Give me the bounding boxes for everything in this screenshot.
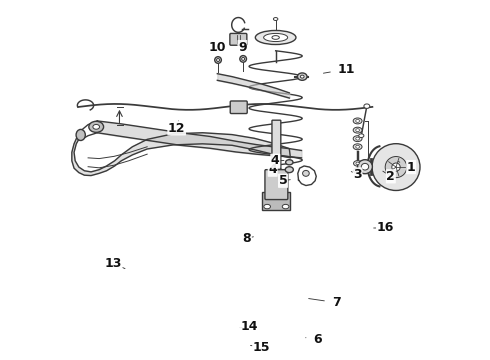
- Ellipse shape: [282, 204, 289, 209]
- Ellipse shape: [358, 160, 372, 174]
- Ellipse shape: [356, 145, 360, 148]
- Ellipse shape: [356, 129, 360, 132]
- Ellipse shape: [372, 144, 420, 190]
- FancyBboxPatch shape: [272, 120, 281, 177]
- Ellipse shape: [240, 55, 246, 62]
- Text: 16: 16: [374, 221, 394, 234]
- Text: 6: 6: [306, 333, 322, 346]
- Polygon shape: [72, 133, 291, 176]
- Ellipse shape: [255, 31, 296, 45]
- Text: 1: 1: [398, 161, 416, 174]
- Text: 8: 8: [243, 232, 253, 245]
- Text: 4: 4: [269, 163, 282, 176]
- Ellipse shape: [354, 168, 362, 174]
- Text: 11: 11: [323, 63, 355, 76]
- Ellipse shape: [392, 163, 400, 171]
- Text: 13: 13: [104, 257, 125, 270]
- Ellipse shape: [356, 170, 359, 172]
- Ellipse shape: [353, 118, 362, 124]
- FancyBboxPatch shape: [230, 101, 247, 113]
- Ellipse shape: [356, 162, 359, 165]
- Ellipse shape: [364, 104, 370, 108]
- Ellipse shape: [264, 33, 288, 41]
- Ellipse shape: [361, 163, 368, 170]
- Ellipse shape: [89, 121, 103, 132]
- Ellipse shape: [215, 57, 221, 63]
- Text: 7: 7: [309, 296, 341, 309]
- Ellipse shape: [76, 129, 85, 140]
- Text: 2: 2: [383, 170, 395, 183]
- Ellipse shape: [300, 75, 304, 78]
- Ellipse shape: [272, 36, 279, 39]
- Text: 5: 5: [279, 174, 290, 187]
- FancyBboxPatch shape: [265, 170, 288, 199]
- FancyBboxPatch shape: [230, 33, 247, 45]
- Text: 14: 14: [240, 320, 258, 333]
- Ellipse shape: [303, 170, 309, 176]
- Ellipse shape: [264, 204, 270, 209]
- Ellipse shape: [356, 120, 360, 122]
- Ellipse shape: [273, 18, 278, 21]
- Ellipse shape: [217, 59, 220, 62]
- Ellipse shape: [286, 160, 293, 165]
- Ellipse shape: [93, 125, 99, 129]
- Text: 3: 3: [351, 168, 362, 181]
- FancyBboxPatch shape: [262, 192, 291, 210]
- Ellipse shape: [242, 58, 245, 60]
- Text: 15: 15: [250, 341, 270, 354]
- Ellipse shape: [285, 167, 294, 172]
- Text: 10: 10: [209, 41, 226, 54]
- Text: 4: 4: [271, 154, 284, 167]
- Ellipse shape: [297, 73, 307, 80]
- Ellipse shape: [359, 134, 364, 138]
- Text: 9: 9: [238, 41, 247, 54]
- Ellipse shape: [354, 161, 362, 166]
- Ellipse shape: [353, 127, 362, 133]
- Text: 12: 12: [168, 121, 185, 135]
- Ellipse shape: [385, 157, 407, 177]
- Ellipse shape: [353, 144, 362, 150]
- Ellipse shape: [353, 136, 362, 141]
- Ellipse shape: [356, 137, 360, 140]
